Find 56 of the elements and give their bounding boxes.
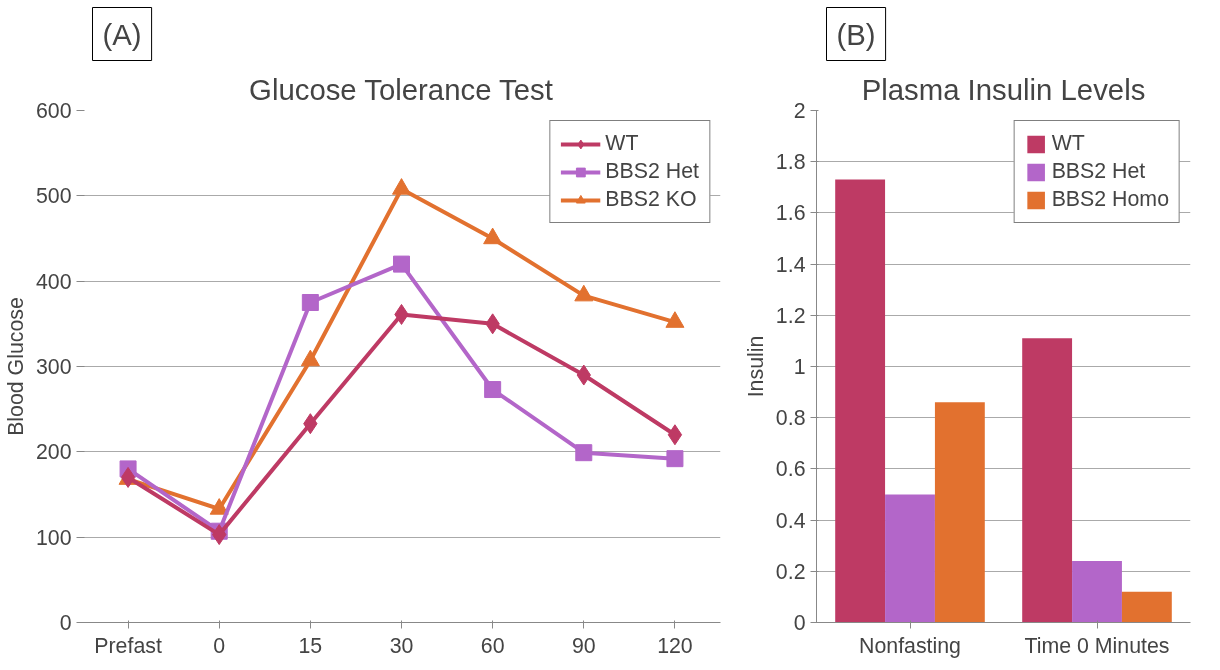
legend-label: BBS2 Het: [1051, 159, 1146, 184]
bar: [1072, 561, 1122, 623]
chart-title: Glucose Tolerance Test: [249, 72, 553, 106]
y-tick-label: 0.6: [775, 457, 806, 482]
x-tick-label: 0: [213, 633, 226, 658]
point: [301, 294, 319, 311]
y-tick-label: 1: [793, 355, 806, 379]
legend-label: WT: [605, 131, 639, 156]
y-tick-label: 200: [35, 440, 72, 465]
y-tick-label: 500: [35, 184, 72, 209]
y-tick-label: 1.4: [775, 252, 806, 277]
text: (B): [836, 17, 876, 51]
point: [393, 255, 410, 273]
y-tick-label: 0.8: [775, 406, 806, 431]
bar: [934, 402, 985, 623]
point: [667, 424, 683, 446]
y-tick-label: 0: [793, 611, 806, 635]
x-tick-label: 120: [657, 633, 693, 658]
bar: [1022, 338, 1073, 623]
x-tick-label: 15: [298, 633, 323, 658]
point: [300, 349, 320, 367]
y-tick-label: 2: [793, 99, 806, 123]
point: [574, 284, 594, 302]
point: [483, 227, 503, 245]
y-tick-label: 1.8: [775, 150, 806, 175]
y-axis-title: Insulin: [743, 335, 768, 398]
text: (A): [102, 17, 142, 51]
x-tick-label: Prefast: [94, 633, 162, 658]
y-axis-title: Blood Glucose: [3, 297, 28, 436]
legend-label: BBS2 Homo: [1051, 187, 1169, 212]
y-tick-label: 1.2: [775, 303, 806, 328]
point: [665, 311, 685, 328]
chart-title: Plasma Insulin Levels: [861, 72, 1146, 106]
point: [484, 381, 502, 399]
legend-label: WT: [1051, 131, 1085, 156]
y-tick-label: 0.4: [775, 508, 806, 533]
x-tick-label: 90: [571, 633, 596, 658]
point: [575, 444, 593, 462]
legend-label: BBS2 Het: [605, 159, 699, 184]
bar: [885, 494, 935, 623]
y-tick-label: 600: [35, 99, 72, 123]
bar: [1121, 591, 1172, 623]
legend-label: BBS2 KO: [605, 187, 697, 212]
y-tick-label: 100: [35, 525, 72, 550]
x-tick-label: Time 0 Minutes: [1024, 633, 1170, 658]
point: [666, 450, 684, 468]
y-tick-label: 0.2: [775, 559, 806, 584]
y-tick-label: 0: [59, 611, 72, 635]
y-tick-label: 1.6: [775, 201, 806, 226]
y-tick-label: 400: [35, 269, 72, 294]
y-tick-label: 300: [35, 355, 72, 379]
bar: [835, 179, 886, 623]
x-tick-label: 60: [480, 633, 505, 658]
point: [392, 178, 411, 195]
x-tick-label: 30: [389, 633, 414, 658]
x-tick-label: Nonfasting: [859, 633, 961, 658]
